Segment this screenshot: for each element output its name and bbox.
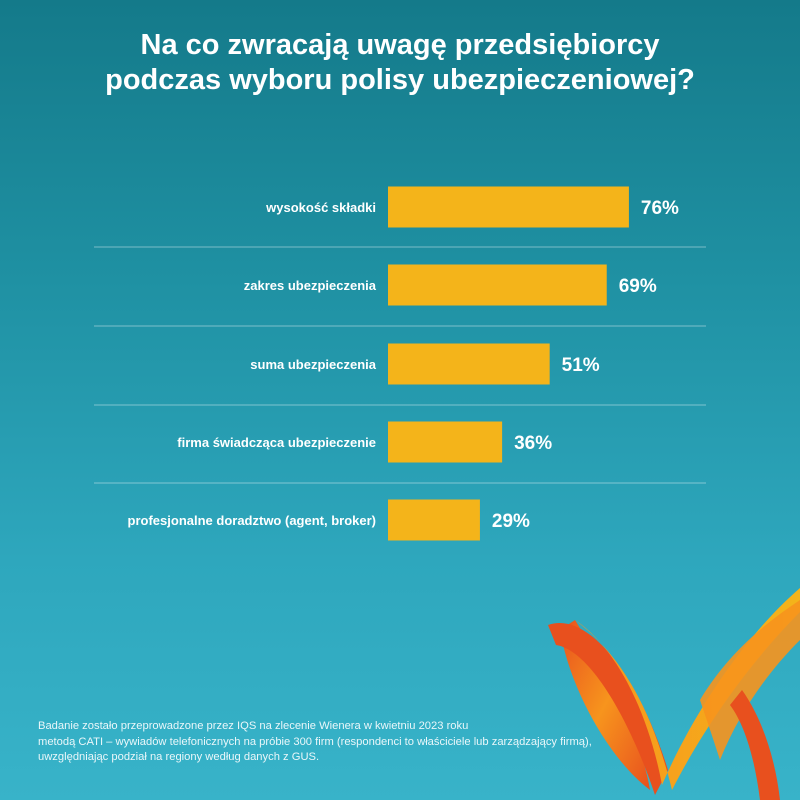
chart-title-line-1: Na co zwracają uwagę przedsiębiorcy — [140, 29, 660, 61]
footnote-line-1: Badanie zostało przeprowadzone przez IQS… — [38, 720, 469, 732]
value-label: 51% — [562, 355, 600, 376]
value-label: 69% — [619, 276, 657, 297]
footnote-line-3: uwzględniając podział na regiony według … — [38, 751, 320, 763]
category-label: firma świadcząca ubezpieczenie — [177, 435, 376, 450]
footnote: Badanie zostało przeprowadzone przez IQS… — [38, 719, 678, 766]
chart-title-line-2: podczas wyboru polisy ubezpieczeniowej? — [105, 64, 695, 96]
value-label: 76% — [641, 198, 679, 219]
category-label: profesjonalne doradztwo (agent, broker) — [128, 513, 376, 528]
value-label: 29% — [492, 511, 530, 532]
bar — [388, 499, 480, 541]
bar — [388, 421, 503, 463]
bar — [388, 264, 607, 306]
category-label: zakres ubezpieczenia — [244, 278, 377, 293]
chart-title: Na co zwracają uwagę przedsiębiorcy podc… — [40, 28, 760, 98]
bar — [388, 343, 550, 385]
category-label: wysokość składki — [265, 200, 376, 215]
footnote-line-2: metodą CATI – wywiadów telefonicznych na… — [38, 735, 592, 748]
category-label: suma ubezpieczenia — [250, 357, 376, 372]
bar — [388, 186, 629, 228]
value-label: 36% — [514, 433, 552, 454]
